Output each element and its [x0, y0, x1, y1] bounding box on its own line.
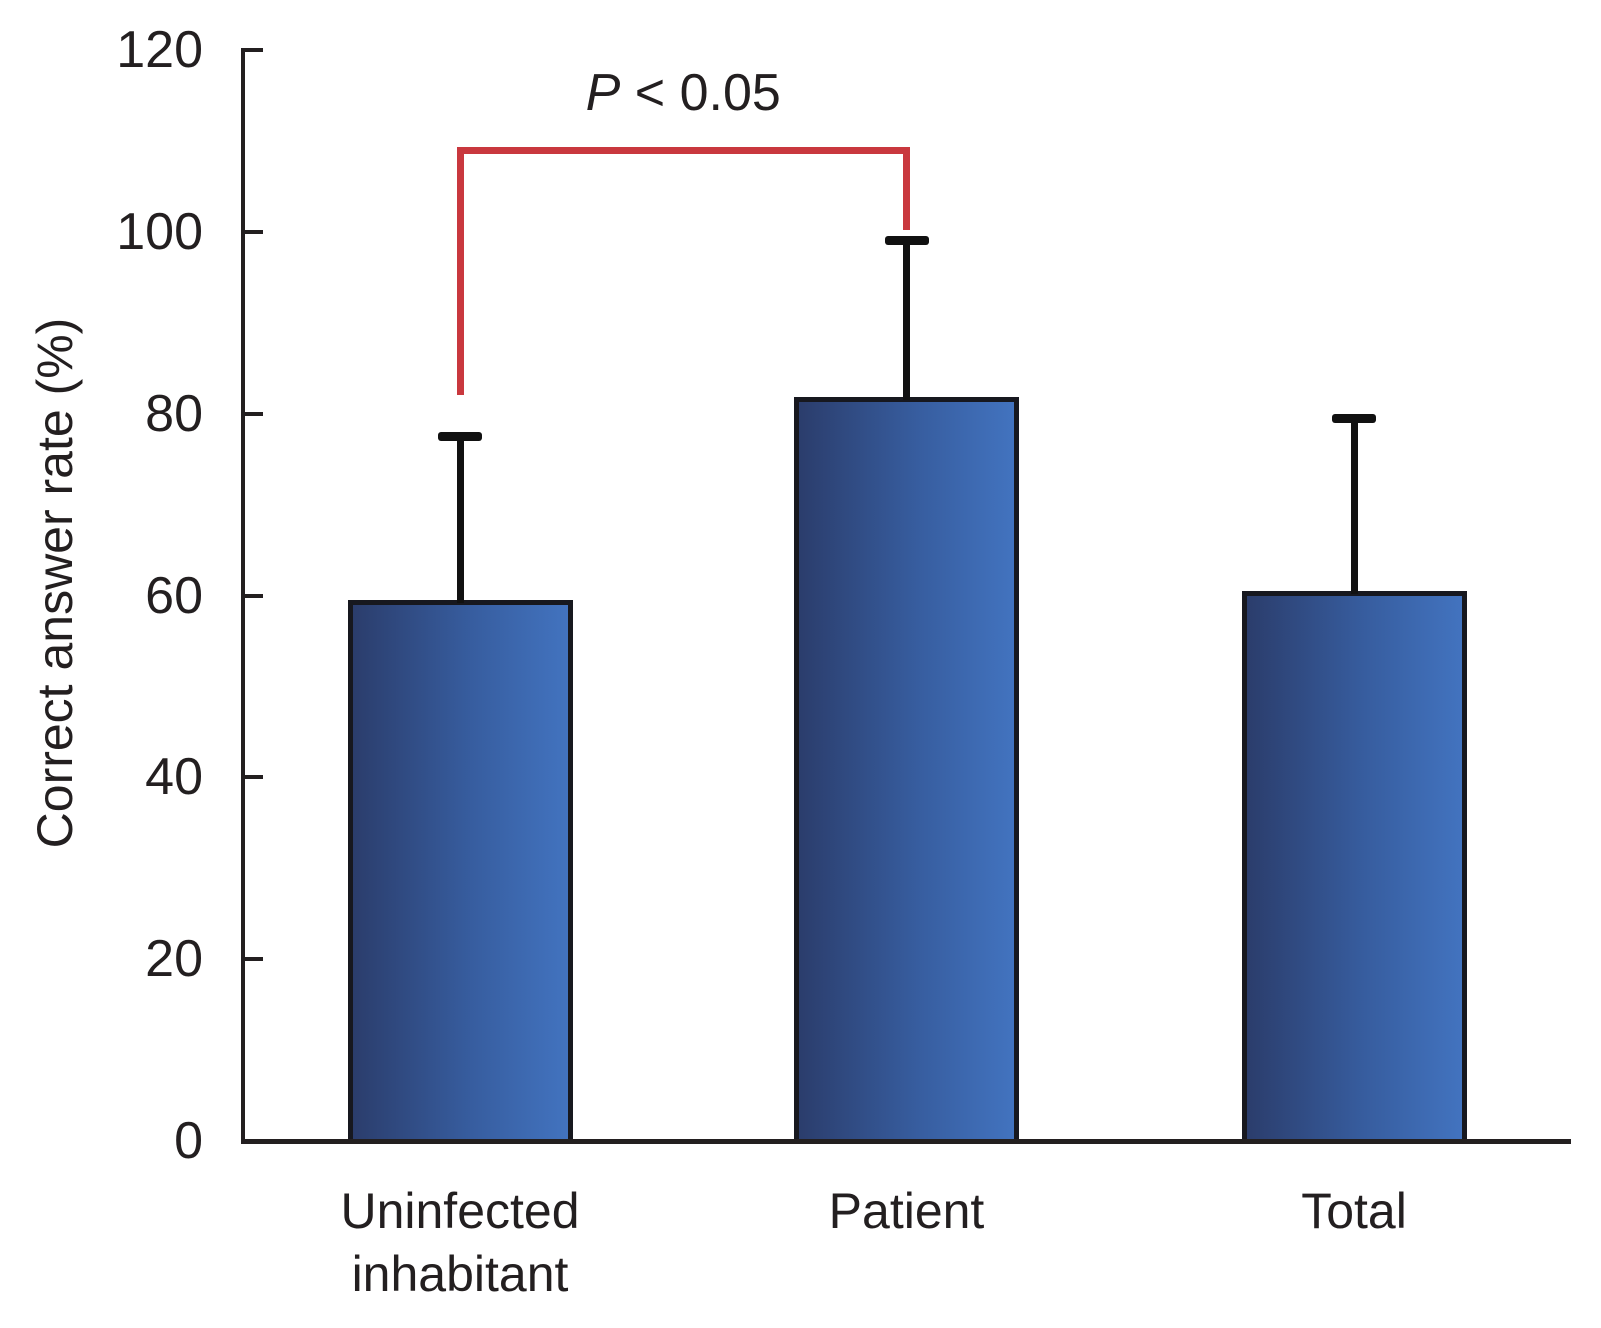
- y-tick-label: 20: [145, 930, 203, 989]
- p-value-label: P < 0.05: [383, 63, 983, 123]
- error-bar-cap: [1332, 413, 1376, 423]
- sig-bracket-right: [903, 147, 910, 230]
- y-tick-label: 60: [145, 566, 203, 625]
- x-axis-line: [241, 1139, 1571, 1144]
- y-tick: [243, 593, 263, 598]
- bar: [1241, 590, 1467, 1144]
- p-value-symbol: P: [585, 64, 621, 123]
- p-value-text: < 0.05: [620, 64, 781, 123]
- y-tick-label: 80: [145, 384, 203, 443]
- y-tick: [243, 411, 263, 416]
- y-tick-label: 0: [174, 1112, 203, 1170]
- y-tick-label: 100: [116, 202, 203, 261]
- error-bar-stem: [1350, 418, 1358, 594]
- sig-bracket-top: [456, 147, 910, 155]
- y-tick-label: 40: [145, 748, 203, 807]
- y-tick: [243, 229, 263, 234]
- sig-bracket-left: [456, 147, 464, 396]
- y-tick: [243, 957, 263, 962]
- bar: [347, 600, 573, 1144]
- bar: [794, 397, 1019, 1144]
- error-bar-cap: [884, 236, 929, 246]
- y-tick-label: 120: [116, 21, 203, 79]
- y-tick: [243, 775, 263, 780]
- x-tick-label: Patient: [828, 1183, 985, 1239]
- error-bar-stem: [903, 240, 910, 401]
- y-tick: [243, 48, 263, 52]
- error-bar-stem: [456, 436, 464, 604]
- x-tick-label: Total: [1301, 1183, 1407, 1239]
- error-bar-cap: [438, 431, 482, 441]
- x-tick-label: Uninfected inhabitant: [340, 1183, 580, 1302]
